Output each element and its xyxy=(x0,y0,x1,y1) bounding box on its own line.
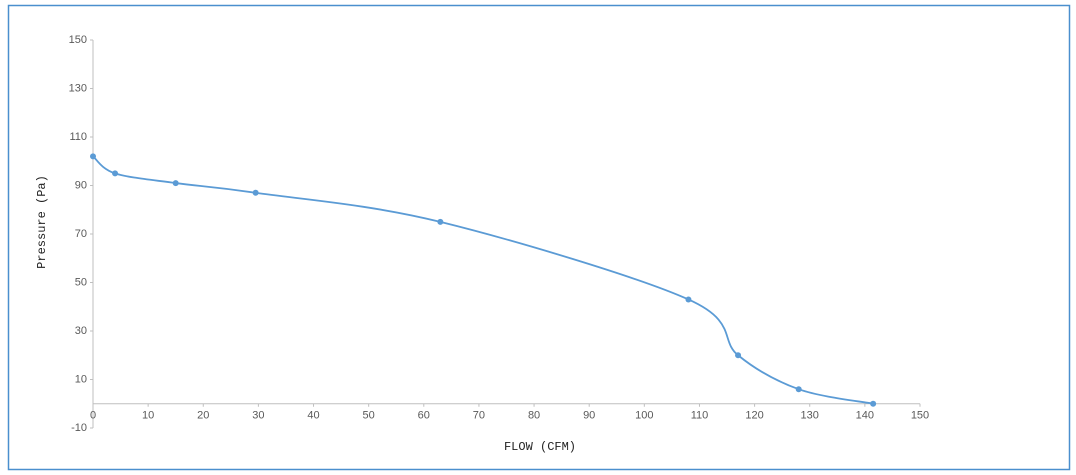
y-tick-label: 50 xyxy=(75,276,87,288)
x-tick-label: 70 xyxy=(473,410,485,422)
x-tick-label: 80 xyxy=(528,410,540,422)
x-tick-label: 50 xyxy=(363,410,375,422)
data-point xyxy=(437,218,444,225)
x-tick-label: 20 xyxy=(197,410,209,422)
x-tick-label: 150 xyxy=(911,410,929,422)
data-point xyxy=(112,170,119,177)
x-axis-title: FLOW (CFM) xyxy=(504,440,576,454)
y-tick-label: 90 xyxy=(75,179,87,191)
y-tick-label: 110 xyxy=(69,131,87,143)
data-point xyxy=(795,386,802,393)
x-tick-label: 140 xyxy=(856,410,874,422)
x-tick-label: 100 xyxy=(635,410,653,422)
data-line xyxy=(92,155,874,405)
data-point xyxy=(252,189,259,196)
y-tick-label: 150 xyxy=(69,34,87,46)
y-tick-label: -10 xyxy=(71,422,87,434)
data-point xyxy=(870,400,877,407)
data-point xyxy=(735,352,742,359)
data-point xyxy=(172,180,179,187)
x-tick-label: 40 xyxy=(307,410,319,422)
y-tick-label: 70 xyxy=(75,228,87,240)
y-tick-label: 10 xyxy=(75,373,87,385)
x-tick-label: 10 xyxy=(142,410,154,422)
y-tick-label: 30 xyxy=(75,325,87,337)
x-tick-label: 130 xyxy=(801,410,819,422)
x-tick-label: 0 xyxy=(90,410,96,422)
chart-frame xyxy=(7,4,1071,471)
x-tick-label: 30 xyxy=(252,410,264,422)
data-point xyxy=(90,153,96,160)
x-tick-label: 120 xyxy=(745,410,763,422)
y-axis-title: Pressure (Pa) xyxy=(35,175,49,269)
x-tick-label: 90 xyxy=(583,410,595,422)
data-point xyxy=(685,296,692,303)
x-tick-label: 110 xyxy=(691,410,709,422)
x-tick-label: 60 xyxy=(418,410,430,422)
y-tick-label: 130 xyxy=(69,82,87,94)
